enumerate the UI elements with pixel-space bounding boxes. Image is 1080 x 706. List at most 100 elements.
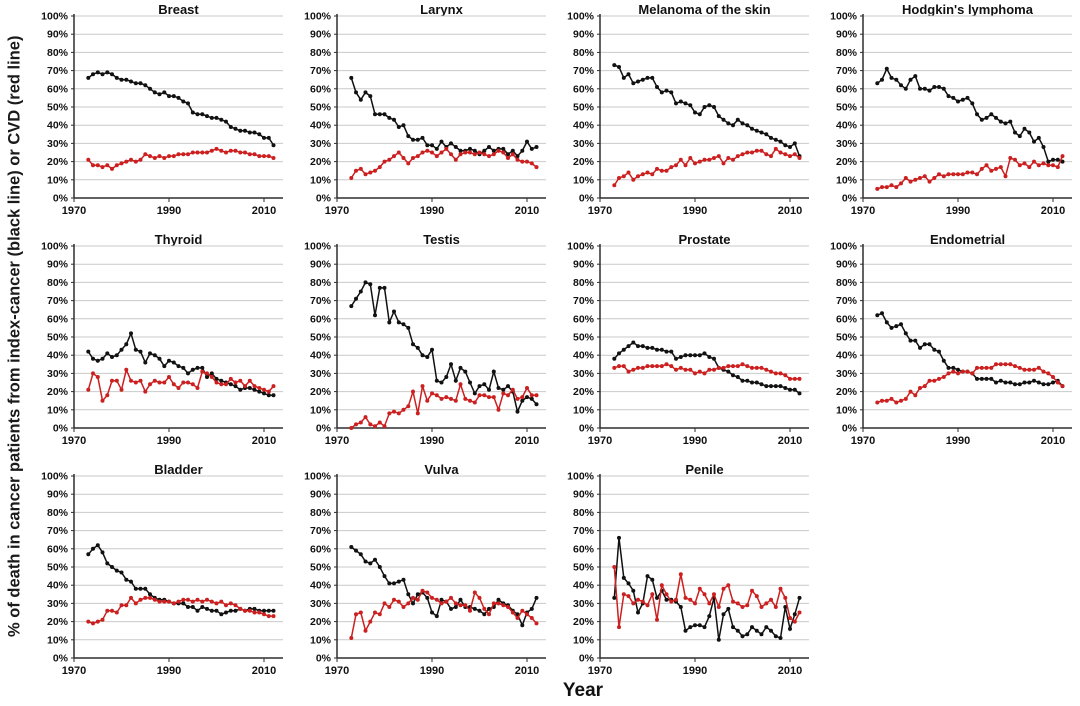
cvd-series [612, 565, 802, 630]
svg-text:80%: 80% [47, 507, 69, 519]
grid-lines [337, 245, 546, 411]
svg-text:70%: 70% [310, 65, 332, 77]
plot-area: 0% 10% 20% 30% 40% 50% 60% 70% 80% 90% 100% 1970 199… [41, 471, 283, 677]
svg-text:80%: 80% [573, 277, 595, 289]
svg-text:20%: 20% [47, 156, 69, 168]
svg-text:1990: 1990 [683, 665, 707, 677]
svg-text:1970: 1970 [851, 205, 875, 217]
svg-text:1990: 1990 [420, 435, 444, 447]
chart-panel-larynx: Larynx 0% 10% 20% 30% 40% 50% 60% 70% 80% 90% 100%… [293, 2, 554, 230]
svg-text:30%: 30% [310, 138, 332, 150]
svg-text:2010: 2010 [778, 205, 802, 217]
index-cancer-series [875, 311, 1065, 389]
svg-text:40%: 40% [573, 580, 595, 592]
svg-text:70%: 70% [573, 65, 595, 77]
plot-area: 0% 10% 20% 30% 40% 50% 60% 70% 80% 90% 100% 1970 199… [567, 471, 809, 677]
svg-text:0%: 0% [53, 653, 69, 665]
svg-text:90%: 90% [310, 29, 332, 41]
y-axis-ticks: 0% 10% 20% 30% 40% 50% 60% 70% 80% 90% 100% [41, 471, 74, 665]
panel-title: Testis [423, 232, 460, 247]
panel-title: Melanoma of the skin [638, 2, 771, 17]
svg-text:2010: 2010 [515, 435, 539, 447]
svg-text:0%: 0% [316, 193, 332, 205]
grid-lines [863, 245, 1072, 411]
y-axis-ticks: 0% 10% 20% 30% 40% 50% 60% 70% 80% 90% 100% [41, 241, 74, 435]
plot-area: 0% 10% 20% 30% 40% 50% 60% 70% 80% 90% 100% 1970 199… [304, 471, 546, 677]
svg-text:0%: 0% [53, 193, 69, 205]
svg-text:20%: 20% [310, 616, 332, 628]
cvd-series [349, 381, 539, 430]
svg-text:2010: 2010 [778, 665, 802, 677]
svg-text:100%: 100% [567, 241, 595, 253]
svg-text:70%: 70% [47, 525, 69, 537]
svg-text:0%: 0% [579, 423, 595, 435]
svg-text:90%: 90% [573, 259, 595, 271]
panel-title: Endometrial [929, 232, 1006, 247]
svg-text:40%: 40% [47, 580, 69, 592]
svg-text:50%: 50% [310, 102, 332, 114]
svg-text:1990: 1990 [946, 205, 970, 217]
chart-panel-endometrial: Endometrial 0% 10% 20% 30% 40% 50% 60% 70% 80% 90… [819, 232, 1080, 460]
axes [599, 244, 809, 429]
plot-area: 0% 10% 20% 30% 40% 50% 60% 70% 80% 90% 100% 1970 199… [41, 241, 283, 447]
grid-lines [600, 245, 809, 411]
svg-text:70%: 70% [47, 295, 69, 307]
svg-text:2010: 2010 [515, 205, 539, 217]
svg-text:1990: 1990 [420, 205, 444, 217]
chart-panel-penile: Penile 0% 10% 20% 30% 40% 50% 60% 70% 80% 90% 100%… [556, 462, 817, 690]
svg-text:90%: 90% [47, 29, 69, 41]
cvd-series [86, 367, 276, 403]
svg-text:10%: 10% [47, 174, 69, 186]
svg-text:1970: 1970 [325, 665, 349, 677]
svg-text:2010: 2010 [252, 665, 276, 677]
svg-text:1990: 1990 [683, 435, 707, 447]
grid-lines [600, 475, 809, 641]
svg-text:0%: 0% [316, 423, 332, 435]
panel-title: Larynx [420, 2, 463, 17]
svg-text:2010: 2010 [1041, 205, 1065, 217]
chart-panel-melanoma-of-the-skin: Melanoma of the skin 0% 10% 20% 30% 40% 50% 60… [556, 2, 817, 230]
x-axis-ticks: 1970 1990 2010 [588, 428, 802, 447]
svg-text:60%: 60% [573, 83, 595, 95]
x-axis-ticks: 1970 1990 2010 [62, 428, 276, 447]
x-axis-ticks: 1970 1990 2010 [851, 198, 1065, 217]
y-axis-ticks: 0% 10% 20% 30% 40% 50% 60% 70% 80% 90% 100% [567, 471, 600, 665]
panel-title: Penile [685, 462, 724, 477]
svg-text:70%: 70% [836, 295, 858, 307]
svg-text:70%: 70% [573, 295, 595, 307]
svg-text:60%: 60% [47, 83, 69, 95]
cvd-series [875, 362, 1065, 405]
svg-text:90%: 90% [836, 29, 858, 41]
grid-lines [74, 15, 283, 181]
svg-text:20%: 20% [47, 386, 69, 398]
svg-text:70%: 70% [573, 525, 595, 537]
svg-text:50%: 50% [310, 332, 332, 344]
grid-lines [74, 245, 283, 411]
axes [73, 474, 283, 659]
svg-text:10%: 10% [836, 404, 858, 416]
svg-text:100%: 100% [304, 241, 332, 253]
svg-text:40%: 40% [573, 350, 595, 362]
svg-text:40%: 40% [47, 120, 69, 132]
svg-text:20%: 20% [836, 386, 858, 398]
x-axis-ticks: 1970 1990 2010 [325, 658, 539, 677]
y-axis-ticks: 0% 10% 20% 30% 40% 50% 60% 70% 80% 90% 100% [304, 471, 337, 665]
cvd-series [349, 588, 539, 640]
x-axis-ticks: 1970 1990 2010 [588, 658, 802, 677]
chart-panel-thyroid: Thyroid 0% 10% 20% 30% 40% 50% 60% 70% 80% 90% 100… [30, 232, 291, 460]
plot-area: 0% 10% 20% 30% 40% 50% 60% 70% 80% 90% 100% 1970 199… [41, 11, 283, 217]
svg-text:10%: 10% [836, 174, 858, 186]
svg-text:30%: 30% [573, 368, 595, 380]
chart-panel-vulva: Vulva 0% 10% 20% 30% 40% 50% 60% 70% 80% 90% 100% 1… [293, 462, 554, 690]
svg-text:100%: 100% [41, 471, 69, 483]
svg-text:0%: 0% [579, 193, 595, 205]
svg-text:100%: 100% [567, 471, 595, 483]
grid-lines [74, 475, 283, 641]
svg-text:90%: 90% [836, 259, 858, 271]
index-cancer-series [86, 331, 276, 398]
svg-text:60%: 60% [573, 543, 595, 555]
svg-text:90%: 90% [310, 489, 332, 501]
svg-text:0%: 0% [53, 423, 69, 435]
